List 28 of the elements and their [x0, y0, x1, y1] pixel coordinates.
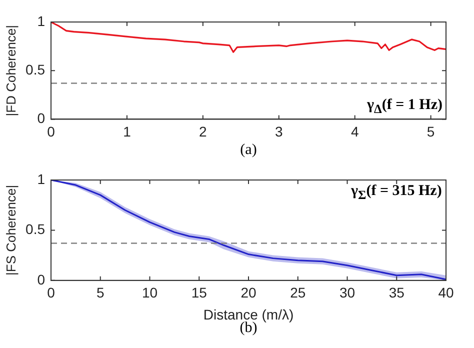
- x-tick-label: 0: [47, 123, 56, 140]
- y-tick-label: 1: [37, 12, 46, 29]
- x-tick-label: 10: [142, 284, 158, 301]
- y-tick-label: 0: [37, 110, 46, 126]
- annotation: γ$_{Δ}$(f = 1 Hz): [367, 97, 442, 118]
- y-tick-label: 0.5: [26, 221, 46, 238]
- x-tick-label: 5: [426, 123, 435, 140]
- x-tick-label: 20: [240, 284, 256, 301]
- x-tick-label: 0: [47, 284, 56, 301]
- x-tick-label: 5: [96, 284, 104, 301]
- text: (a): [240, 142, 257, 159]
- x-tick-label: 2: [199, 123, 208, 140]
- x-axis-title: Distance (m/λ): [203, 306, 294, 322]
- x-tick-label: 40: [438, 284, 454, 301]
- x-tick-label: 30: [339, 284, 356, 301]
- x-tick-label: 3: [274, 123, 283, 140]
- annotation: γ$_{Σ}$(f = 315 Hz): [351, 183, 442, 203]
- x-tick-label: 35: [388, 284, 405, 301]
- x-tick-label: 4: [350, 123, 359, 140]
- text: (b): [240, 320, 258, 337]
- y-tick-label: 1: [37, 170, 46, 187]
- y-tick-label: 0.5: [26, 61, 46, 78]
- y-tick-label: 0: [37, 271, 46, 288]
- x-tick-label: 1: [123, 123, 132, 140]
- y-axis-title: |FS Coherence|: [3, 184, 18, 276]
- x-tick-label: 25: [290, 284, 306, 301]
- x-tick-label: 15: [191, 284, 208, 301]
- y-axis-title: |FD Coherence|: [3, 24, 18, 116]
